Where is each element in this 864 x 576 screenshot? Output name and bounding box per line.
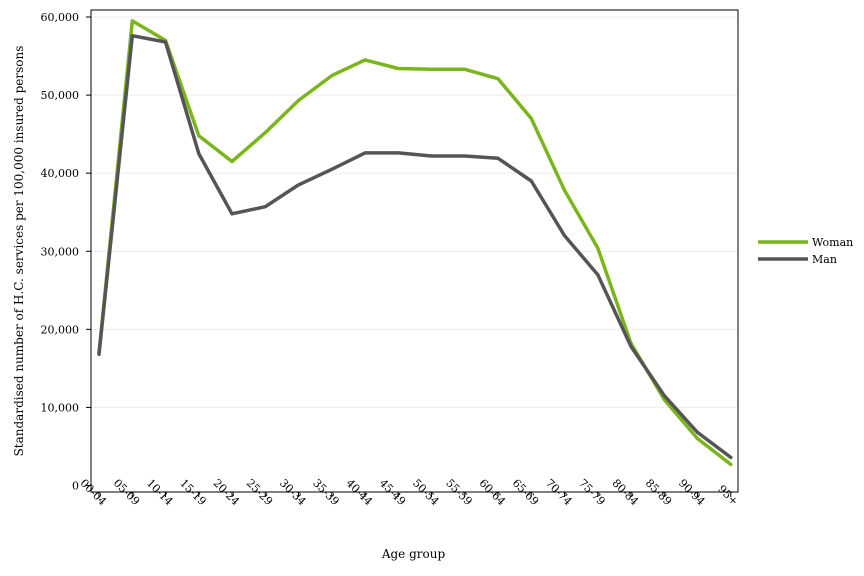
series-line-woman — [97, 19, 733, 467]
series-layer — [97, 19, 733, 467]
legend-label-man: Man — [812, 253, 837, 266]
y-tick-label: 10,000 — [41, 401, 80, 414]
y-axis-title: Standardised number of H.C. services per… — [12, 46, 26, 457]
legend: Woman Man — [758, 236, 853, 266]
gridlines — [91, 16, 738, 408]
y-tick-label: 20,000 — [41, 323, 80, 336]
y-axis: 0 10,000 20,000 30,000 40,000 50,000 60,000 — [41, 11, 91, 493]
x-tick-label: 95+ — [715, 483, 741, 509]
y-tick-label: 40,000 — [41, 167, 80, 180]
y-tick-label: 30,000 — [41, 245, 80, 258]
y-tick-label: 60,000 — [41, 11, 80, 24]
y-tick-label: 50,000 — [41, 89, 80, 102]
y-tick-label: 0 — [72, 480, 79, 493]
x-axis-title: Age group — [381, 547, 446, 561]
legend-label-woman: Woman — [812, 236, 853, 249]
series-line-man — [97, 33, 733, 460]
